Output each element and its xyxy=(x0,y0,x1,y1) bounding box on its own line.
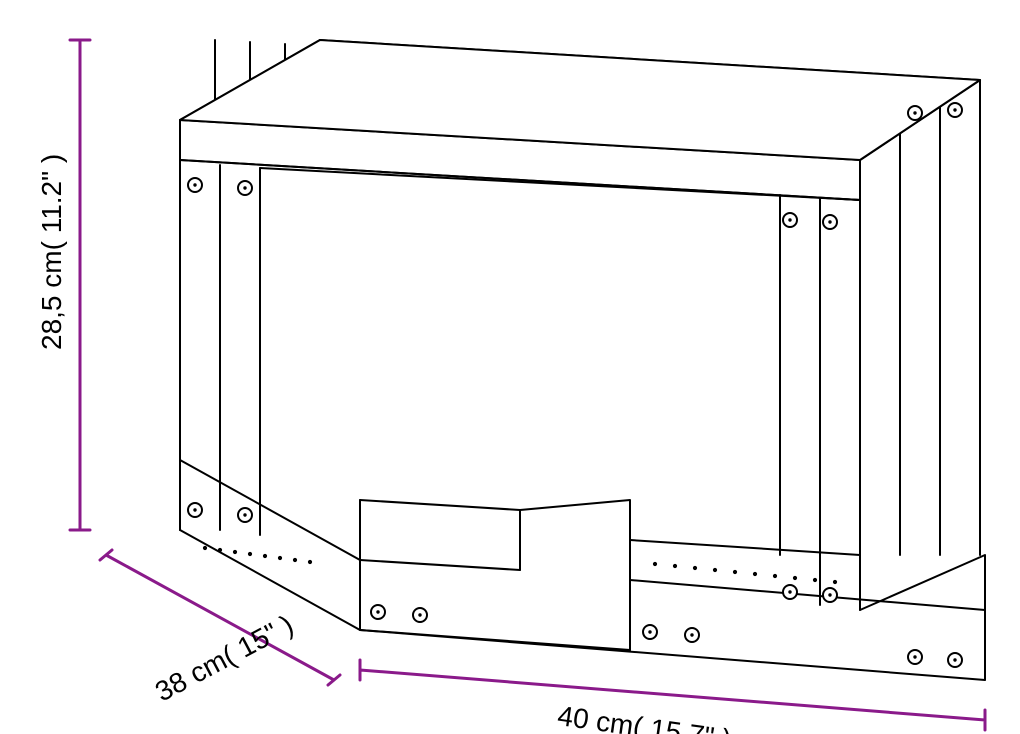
diagram-stage: { "dimensions": { "height": { "text": "2… xyxy=(0,0,1020,734)
dim-height-label: 28,5 cm( 11.2" ) xyxy=(36,154,68,350)
drawing-svg xyxy=(0,0,1020,734)
